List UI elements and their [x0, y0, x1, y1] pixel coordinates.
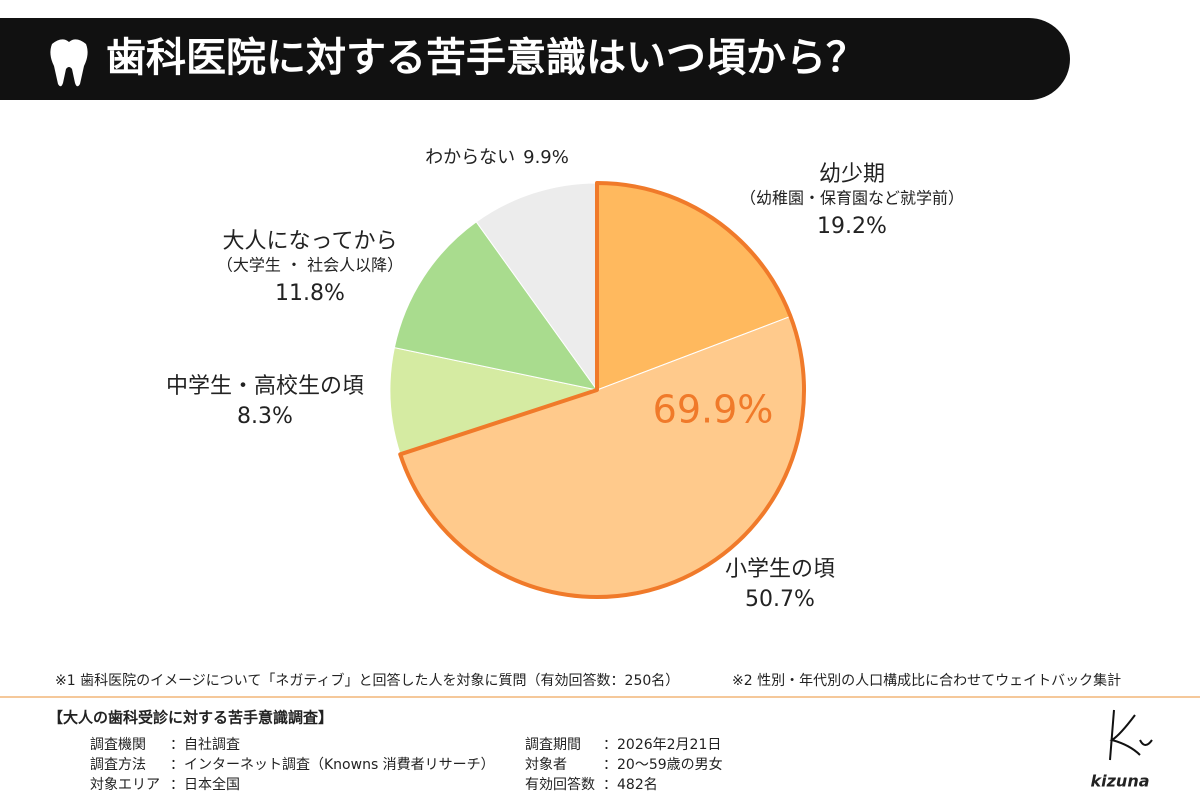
logo-mark — [1109, 709, 1153, 761]
note: ※1 歯科医院のイメージについて「ネガティブ」と回答した人を対象に質問（有効回答… — [55, 672, 679, 689]
survey-value: ：482名 — [603, 777, 658, 793]
pie-slice — [475, 182, 598, 392]
tooth-icon — [50, 39, 88, 87]
slice-label: わからない 9.9% — [425, 147, 569, 168]
slice-label: 小学生の頃 — [725, 557, 835, 582]
slice-label: 大人になってから — [223, 229, 398, 254]
title-bar — [0, 18, 1070, 100]
survey-label: 有効回答数 — [525, 776, 595, 793]
survey-value: ：日本全国 — [170, 776, 240, 793]
slice-label: 中学生・高校生の頃 — [166, 374, 364, 399]
pie-slice — [393, 221, 599, 391]
slice-name: わからない — [425, 147, 515, 168]
slice-value: 11.8% — [275, 281, 345, 306]
survey-value: ：2026年2月21日 — [603, 737, 721, 753]
survey-value: ：自社調査 — [170, 737, 240, 753]
slice-value: 19.2% — [817, 214, 887, 239]
survey-label: 調査方法 — [90, 757, 146, 773]
slice-sublabel: （大学生 ・ 社会人以降） — [217, 256, 403, 275]
slice-sublabel: （幼稚園・保育園など就学前） — [740, 189, 964, 208]
survey-label: 調査期間 — [525, 737, 581, 753]
survey-value: ：20～59歳の男女 — [603, 756, 723, 773]
slice-label: 幼少期 — [819, 162, 885, 187]
slice-value: 8.3% — [237, 404, 293, 429]
highlight-label: 69.9% — [653, 388, 774, 432]
pie-slice — [389, 347, 599, 455]
note: ※2 性別・年代別の人口構成比に合わせてウェイトバック集計 — [732, 672, 1121, 689]
logo: kizuna — [1090, 772, 1149, 791]
survey-label: 対象者 — [525, 757, 567, 773]
survey-label: 調査機関 — [90, 737, 146, 753]
survey-title: 【大人の歯科受診に対する苦手意識調査】 — [48, 709, 333, 727]
slice-value: 9.9% — [523, 147, 569, 168]
survey-label: 対象エリア — [90, 777, 160, 793]
survey-value: ：インターネット調査（Knowns 消費者リサーチ） — [170, 757, 495, 773]
highlight-outline — [398, 181, 806, 599]
slice-value: 50.7% — [745, 587, 815, 612]
title: 歯科医院に対する苦手意識はいつ頃から？ — [106, 35, 866, 81]
